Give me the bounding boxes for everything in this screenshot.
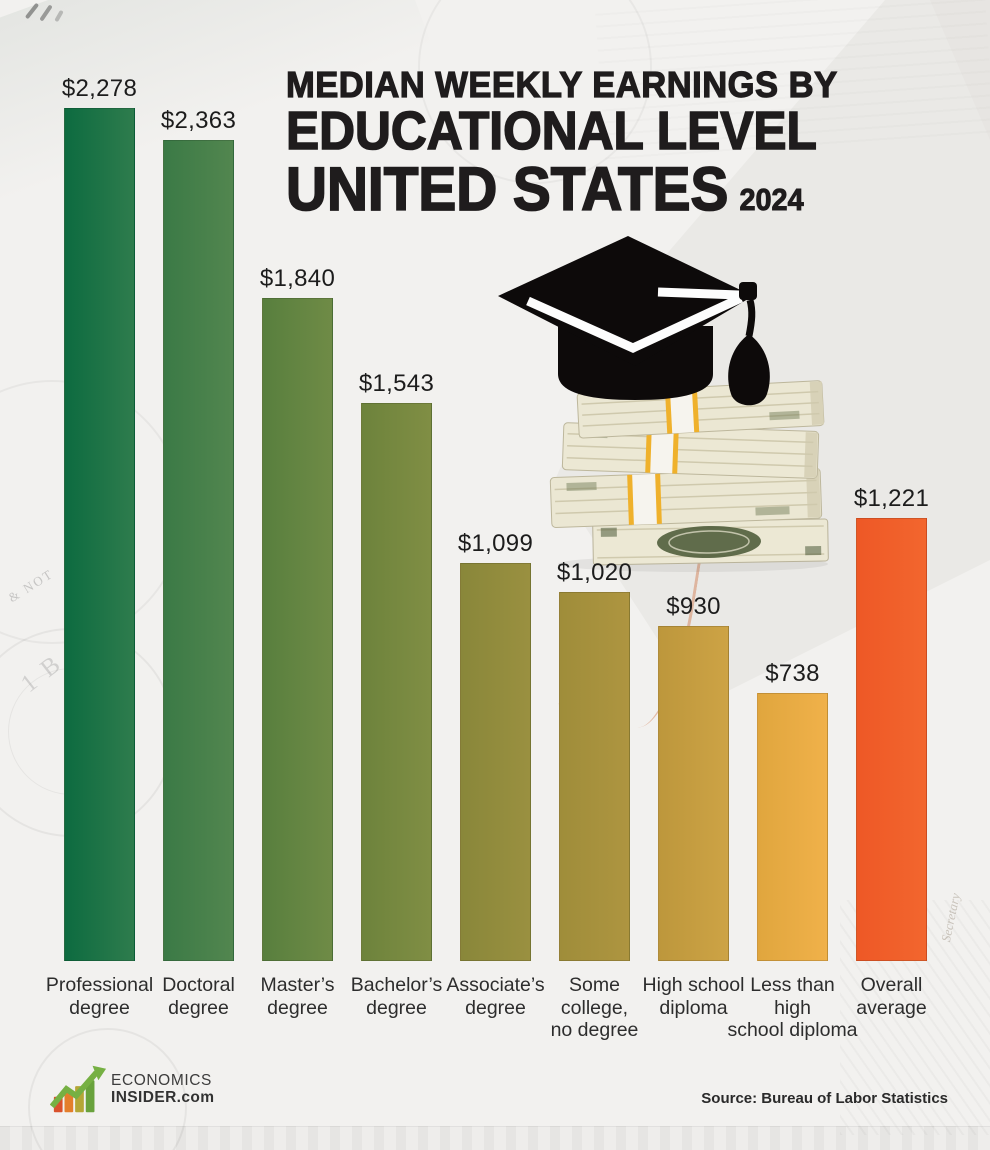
bar-value-label: $930 — [666, 593, 721, 620]
bar-category-line: degree — [69, 996, 130, 1019]
money-bill — [592, 518, 829, 566]
tassel-cord-slot — [657, 287, 740, 300]
bar-category-line: Doctoral — [162, 974, 235, 996]
economics-insider-logo: ECONOMICS INSIDER.com — [50, 1063, 214, 1115]
bar-category-line: diploma — [659, 996, 728, 1019]
bar-category-line: Overall — [860, 974, 923, 996]
logo-text: ECONOMICS INSIDER.com — [111, 1071, 215, 1106]
bar-category-label: Master’s degree — [216, 974, 380, 1019]
chart-title-block: MEDIAN WEEKLY EARNINGS BY EDUCATIONAL LE… — [285, 64, 863, 223]
bar — [361, 403, 432, 961]
bar-category-label: Professional degree — [18, 974, 182, 1019]
bar-category-line: high — [774, 996, 811, 1019]
title-line-3: UNITED STATES — [285, 154, 729, 223]
bar-category-line: degree — [465, 996, 526, 1019]
bar-category-line: Bachelor’s — [350, 974, 443, 996]
bar-category-line: High school — [642, 974, 745, 996]
bar-value-label: $2,363 — [160, 107, 237, 134]
bar-value-label: $2,278 — [61, 75, 138, 102]
money-bundle — [561, 422, 820, 479]
bar-category-label: Associate’s degree — [414, 974, 578, 1019]
title-line-3-row: UNITED STATES 2024 — [285, 154, 823, 223]
graduation-cap-board — [498, 236, 753, 366]
bar-category-line: degree — [366, 996, 427, 1019]
bar-category-line: Associate’s — [446, 974, 545, 996]
bar — [460, 563, 531, 961]
logo-line-economics: ECONOMICS — [111, 1071, 212, 1089]
title-year: 2024 — [739, 181, 804, 217]
bar-category-line: Master’s — [260, 974, 335, 996]
tassel-drop — [728, 334, 770, 406]
bar-value-label: $1,840 — [259, 265, 336, 292]
bar-value-label: $1,221 — [853, 485, 930, 512]
bar-category-line: no degree — [550, 1019, 639, 1041]
tassel-cord — [745, 299, 756, 337]
bar-category-label: Less than high school diploma — [711, 974, 875, 1042]
bar-value-label: $1,020 — [556, 559, 633, 586]
bar-category-line: Some — [569, 974, 620, 996]
bar-category-line: average — [856, 996, 927, 1019]
bar-category-line: college, — [560, 996, 629, 1019]
bar — [757, 693, 828, 961]
tassel-button — [739, 282, 757, 300]
bar-category-line: degree — [267, 996, 328, 1019]
bar-category-label: Doctoral degree — [117, 974, 281, 1019]
title-line-1: MEDIAN WEEKLY EARNINGS BY — [285, 64, 838, 105]
bar-category-label: Overall average — [810, 974, 974, 1019]
bar — [658, 626, 729, 961]
logo-line-insider: INSIDER.com — [111, 1088, 215, 1106]
bar-category-line: Less than — [750, 974, 835, 996]
bar-category-label: Bachelor’s degree — [315, 974, 479, 1019]
source-attribution: Source: Bureau of Labor Statistics — [701, 1090, 948, 1107]
bar — [163, 140, 234, 961]
bar-value-label: $1,099 — [457, 530, 534, 557]
bar-category-label: Some college, no degree — [513, 974, 677, 1042]
bar — [64, 108, 135, 961]
title-line-2: EDUCATIONAL LEVEL — [285, 100, 817, 161]
bar-value-label: $1,543 — [358, 370, 435, 397]
bar — [856, 518, 927, 961]
rising-bar-chart-arrow-icon — [50, 1065, 107, 1113]
bar-category-line: school diploma — [727, 1019, 858, 1041]
money-bundle — [549, 467, 823, 528]
bar-value-label: $738 — [765, 660, 820, 687]
bar — [559, 592, 630, 961]
bar-category-line: Professional — [45, 974, 154, 996]
bar-category-label: High school diploma — [612, 974, 776, 1019]
graduation-cap-white-stripe — [526, 293, 743, 353]
graduation-cap-money-illustration — [498, 236, 829, 572]
bar-category-line: degree — [168, 996, 229, 1019]
bar — [262, 298, 333, 961]
